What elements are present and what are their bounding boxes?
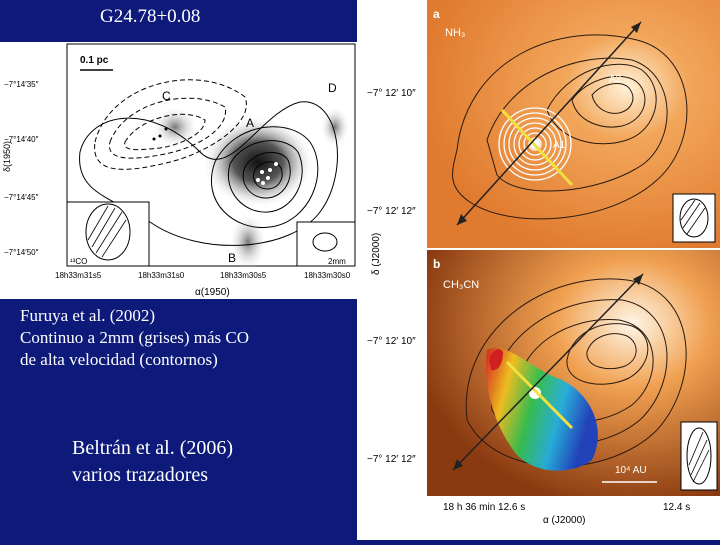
nh3-contours: [452, 34, 688, 220]
scale-label-b: 10⁴ AU: [615, 465, 647, 476]
x-tick: 18h33m31s5: [55, 271, 102, 280]
y-tick: −7°14′35″: [4, 80, 39, 89]
x-tick: 18 h 36 min 12.6 s: [443, 502, 525, 513]
a1-concentric-contours: [498, 107, 572, 181]
panel-a-letter: a: [433, 7, 440, 21]
y-tick: −7° 12′ 12″: [367, 454, 416, 465]
beam-label-right: 2mm: [328, 257, 346, 266]
source-label-c: C: [162, 89, 171, 103]
furuya-figure-svg: 0.1 pc C D A B ¹³CO 2mm −7°14′35″ −7°14′…: [2, 43, 356, 298]
panel-b-letter: b: [433, 257, 440, 271]
source-dots: [256, 162, 278, 185]
continuum-emission-b: [230, 214, 266, 270]
beam-box-left: [66, 201, 150, 267]
panel-a-tracer: NH₃: [445, 27, 465, 39]
y-tick: −7° 12′ 10″: [367, 336, 416, 347]
source-dots-dark: [152, 127, 168, 141]
scale-bar-label: 0.1 pc: [80, 55, 109, 66]
label-a1: A1: [553, 140, 566, 151]
beltran-figure: a NH₃ A2 A1: [357, 0, 720, 540]
arrow-head: [633, 274, 643, 285]
y-tick: −7° 12′ 10″: [367, 88, 416, 99]
y-axis-label: δ (J2000): [371, 233, 382, 275]
beam-hatch-b: [688, 431, 710, 483]
source-label-a: A: [246, 116, 254, 130]
label-a2: A2: [609, 74, 622, 85]
beam-ellipse-a: [679, 198, 709, 238]
arrow-head: [631, 22, 641, 33]
source-label-b: B: [228, 251, 236, 265]
beam-ellipse-left: [85, 203, 131, 261]
continuum-emission-a: [203, 117, 313, 207]
y-tick: −7°14′50″: [4, 248, 39, 257]
y-tick: −7° 12′ 12″: [367, 206, 416, 217]
panel-b-tracer: CH₃CN: [443, 279, 479, 291]
furuya-figure: 0.1 pc C D A B ¹³CO 2mm −7°14′35″ −7°14′…: [0, 42, 357, 299]
beam-hatch-a: [680, 199, 706, 235]
disk-axis-line-a: [500, 108, 574, 187]
x-axis-label: α(1950): [195, 287, 230, 298]
y-axis-label: δ(1950): [2, 141, 12, 172]
continuum-emission-c: [153, 107, 197, 147]
beam-box-right: [296, 221, 356, 267]
beam-ellipse-right: [312, 232, 338, 252]
x-tick: 18h33m30s5: [220, 271, 267, 280]
x-axis-label: α (J2000): [543, 515, 585, 526]
velocity-red-blob: [489, 349, 503, 371]
y-tick: −7°14′45″: [4, 193, 39, 202]
velocity-field: [486, 347, 598, 471]
outflow-arrow-a: [456, 21, 642, 226]
slide-title: G24.78+0.08: [100, 6, 201, 27]
co-blue-contours: [94, 79, 247, 170]
arrow-head: [453, 459, 463, 470]
x-tick: 18h33m30s0: [304, 271, 351, 280]
core-marker-b: [529, 387, 541, 399]
y-tick: −7°14′40″: [4, 135, 39, 144]
disk-axis-line-b: [505, 360, 574, 430]
x-tick: 12.4 s: [663, 502, 690, 513]
source-label-d: D: [328, 81, 337, 95]
caption-beltran: Beltrán et al. (2006) varios trazadores: [72, 437, 234, 486]
beam-label-left: ¹³CO: [70, 257, 87, 266]
beam-box-b: [680, 421, 718, 491]
arrow-head: [457, 214, 467, 225]
beam-hatch-left: [87, 205, 127, 258]
caption-furuya: Furuya et al. (2002) Continuo a 2mm (gri…: [20, 306, 250, 369]
outflow-arrow-b: [452, 273, 644, 471]
panel-a-map: [427, 0, 720, 248]
beam-ellipse-b: [686, 427, 712, 485]
x-tick: 18h33m31s0: [138, 271, 185, 280]
beltran-figure-svg: a NH₃ A2 A1: [367, 0, 720, 526]
